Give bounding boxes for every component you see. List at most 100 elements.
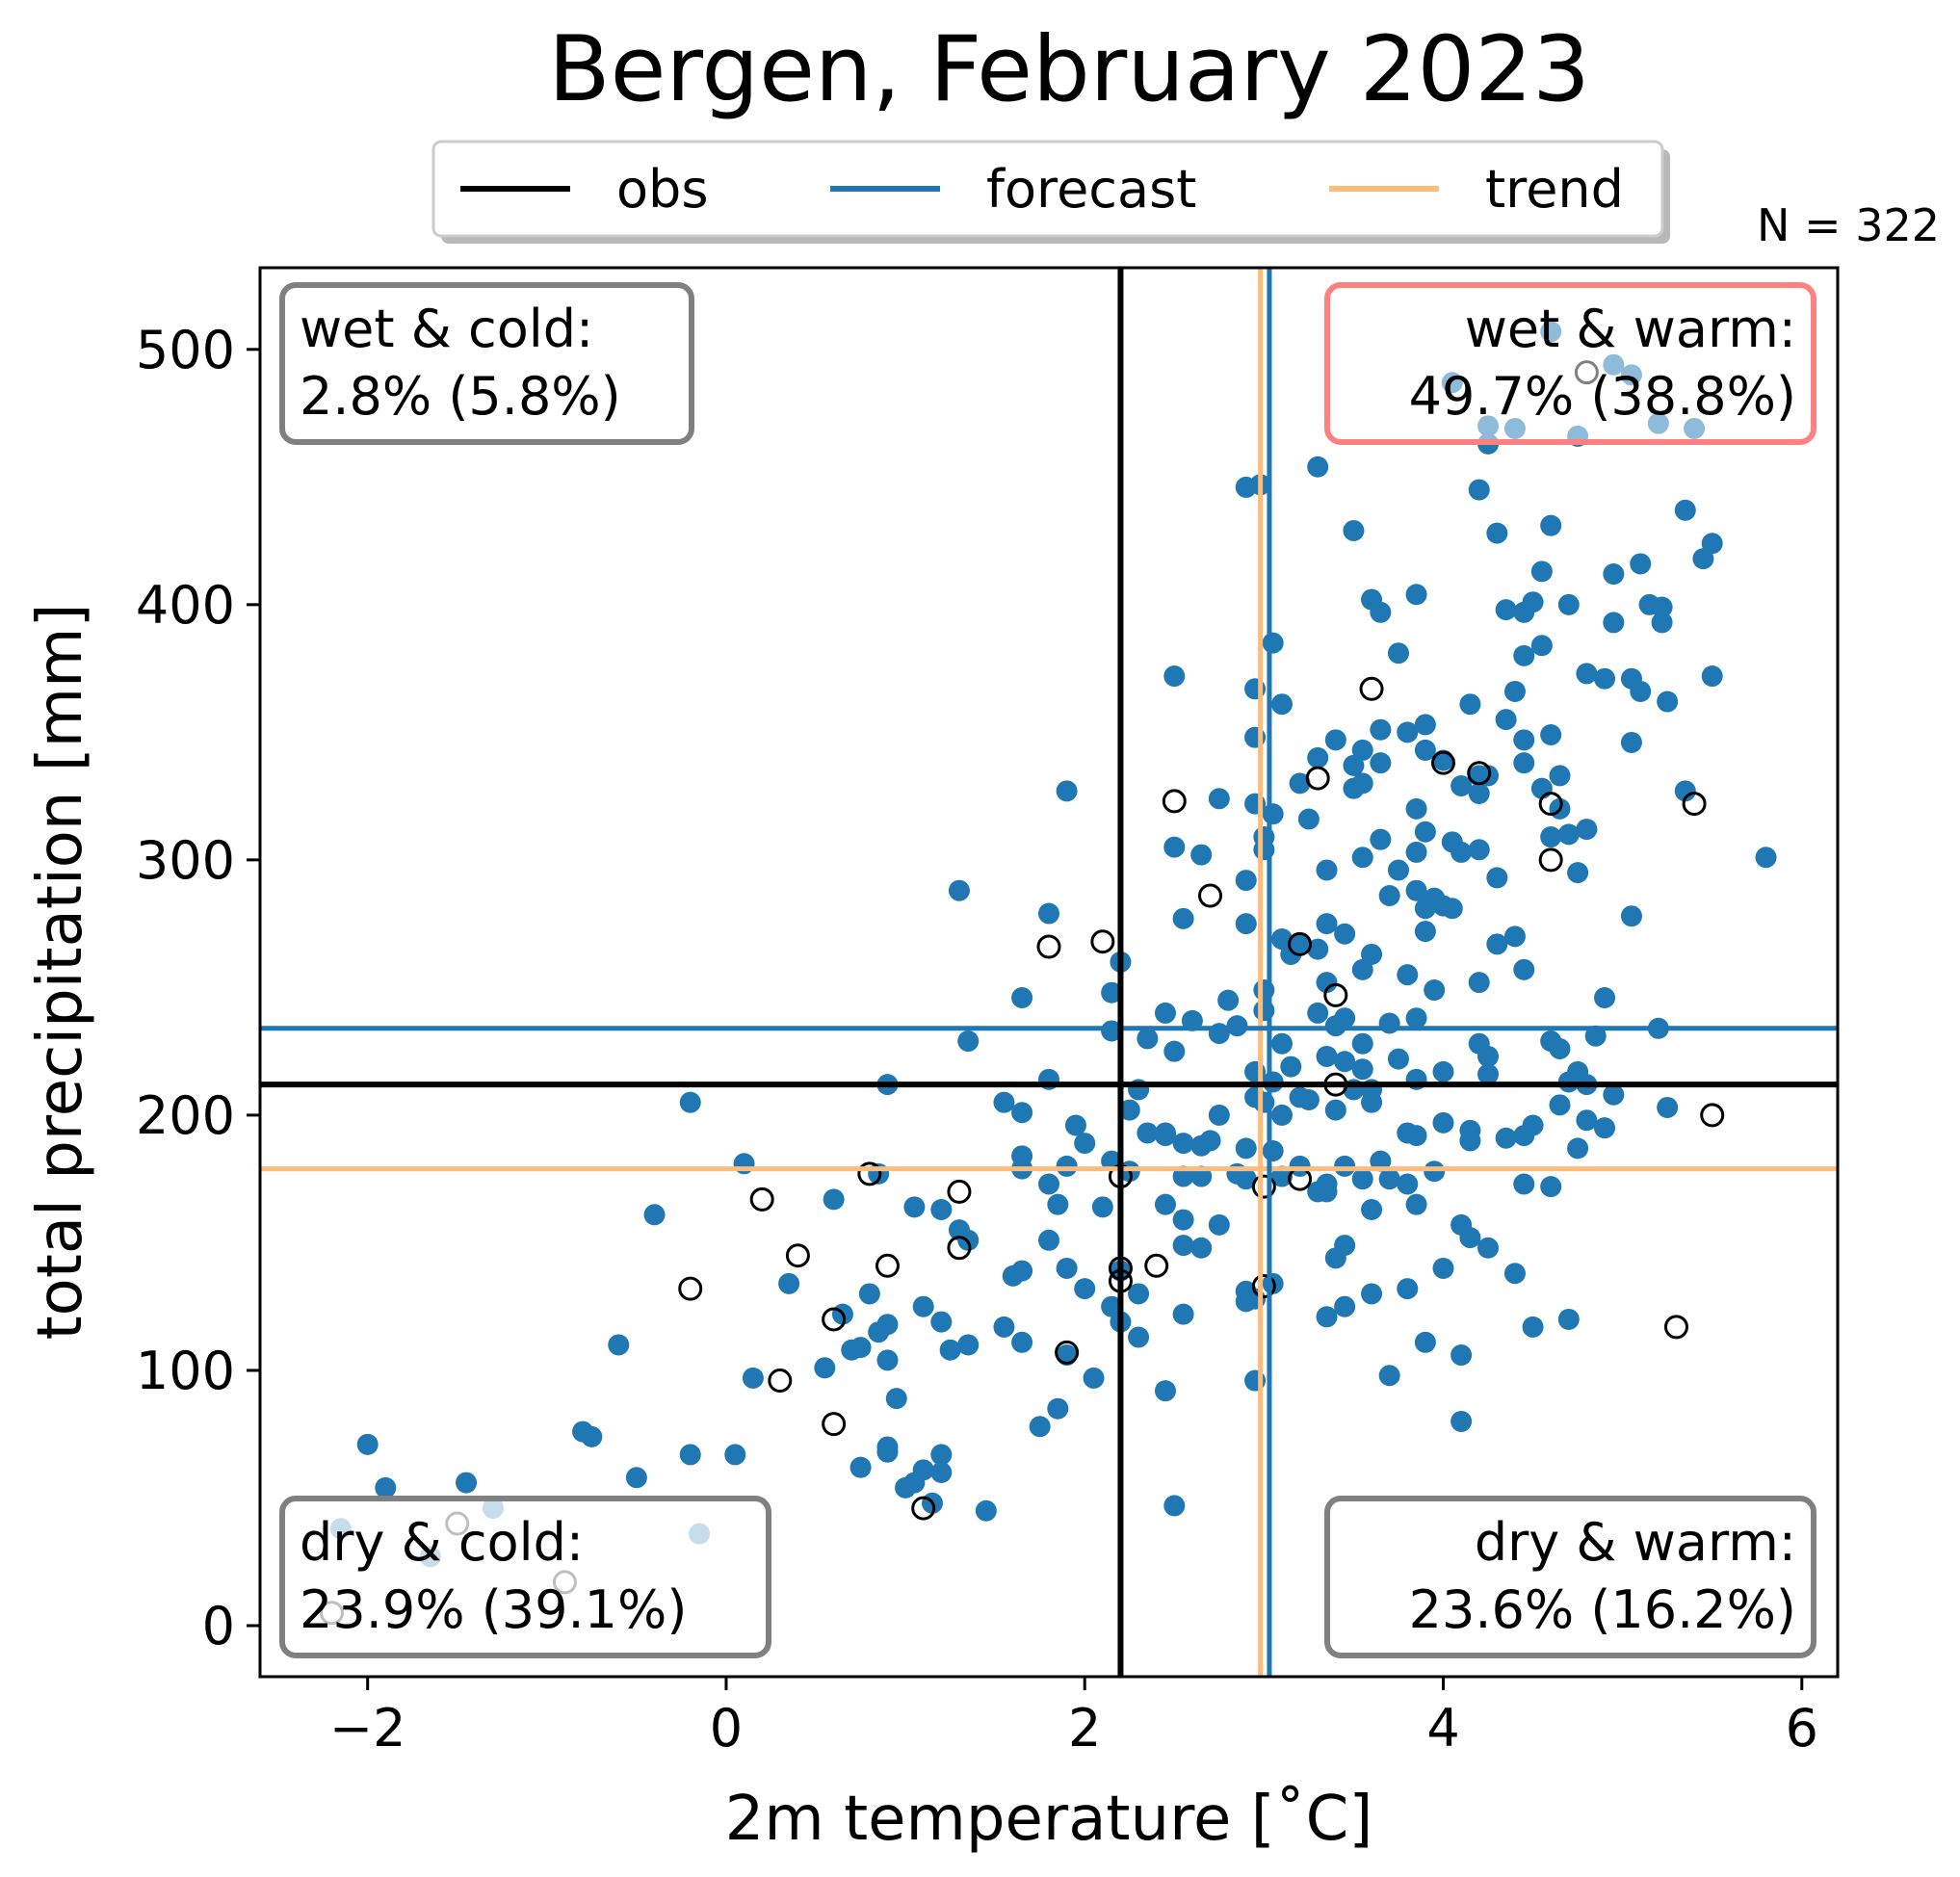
forecast-point <box>975 1499 997 1522</box>
sample-count-label: N = 322 <box>1757 199 1940 251</box>
forecast-point <box>1503 680 1526 702</box>
y-axis-label: total precipitation [mm] <box>25 604 96 1341</box>
forecast-point <box>1208 1213 1230 1236</box>
forecast-point <box>1351 847 1373 869</box>
forecast-point <box>957 1030 980 1053</box>
quadrant-percent-top-left: 2.8% (5.8%) <box>300 366 621 427</box>
forecast-point <box>1351 1168 1373 1190</box>
forecast-point <box>1603 1083 1625 1106</box>
forecast-point <box>375 1476 397 1499</box>
y-tick-label: 500 <box>136 320 235 380</box>
forecast-point <box>1343 754 1365 776</box>
x-tick-label: 0 <box>710 1698 743 1759</box>
forecast-point <box>1324 1247 1346 1269</box>
legend: obs forecast trend <box>431 140 1670 244</box>
forecast-point <box>1334 1295 1356 1317</box>
forecast-point <box>1056 1155 1078 1177</box>
forecast-point <box>823 1188 845 1211</box>
forecast-point <box>1468 972 1490 994</box>
forecast-point <box>1549 1038 1571 1060</box>
forecast-point <box>1361 1091 1383 1113</box>
obs-point <box>768 1369 793 1394</box>
forecast-point <box>1549 765 1571 787</box>
forecast-point <box>1576 1109 1598 1132</box>
forecast-point <box>1513 729 1535 751</box>
forecast-point <box>1387 859 1409 881</box>
forecast-point <box>930 1461 953 1483</box>
forecast-point <box>1576 663 1598 685</box>
forecast-point <box>1387 642 1409 665</box>
forecast-point <box>1459 693 1481 716</box>
forecast-point <box>1316 1045 1338 1067</box>
forecast-point <box>1351 772 1373 795</box>
forecast-point <box>885 1388 907 1410</box>
forecast-point <box>1235 1290 1257 1313</box>
forecast-point <box>1361 943 1383 965</box>
forecast-point <box>849 1456 872 1478</box>
obs-point <box>1431 750 1455 775</box>
forecast-point <box>1163 836 1186 858</box>
obs-point <box>822 1412 847 1437</box>
forecast-point <box>1701 533 1723 555</box>
forecast-point <box>1513 644 1535 666</box>
forecast-point <box>1324 729 1346 751</box>
obs-point <box>1663 1315 1688 1340</box>
forecast-point <box>608 1334 630 1356</box>
forecast-point <box>1128 1326 1150 1348</box>
y-tick-label: 300 <box>136 830 235 891</box>
legend-label-trend: trend <box>1485 159 1624 220</box>
forecast-point <box>1674 780 1696 802</box>
quadrant-label-bottom-left: dry & cold: <box>300 1512 584 1573</box>
quadrant-box-top-right <box>1324 282 1816 445</box>
forecast-point <box>1486 933 1508 955</box>
forecast-point <box>1603 612 1625 634</box>
y-tick-label: 200 <box>136 1085 235 1146</box>
quadrant-box-bottom-left <box>279 1496 771 1658</box>
x-tick-label: 4 <box>1426 1698 1459 1759</box>
forecast-point <box>1297 1089 1320 1111</box>
forecast-point <box>1289 1155 1311 1177</box>
forecast-point <box>1334 923 1356 945</box>
forecast-point <box>1262 803 1284 825</box>
y-tick-label: 100 <box>136 1341 235 1401</box>
forecast-point <box>1101 1020 1123 1042</box>
obs-point <box>1323 982 1348 1007</box>
forecast-point <box>1450 841 1473 863</box>
forecast-point <box>1495 599 1517 621</box>
forecast-point <box>1441 898 1463 920</box>
obs-point <box>1055 1340 1080 1365</box>
forecast-point <box>1405 797 1427 820</box>
forecast-point <box>1280 943 1302 965</box>
forecast-point <box>1414 714 1436 736</box>
obs-point <box>1288 931 1313 956</box>
forecast-point <box>1540 1176 1562 1198</box>
forecast-point <box>1432 1060 1454 1082</box>
forecast-point <box>1011 1260 1033 1282</box>
forecast-point <box>1163 665 1186 688</box>
forecast-point <box>1630 680 1652 702</box>
forecast-point <box>1361 1198 1383 1220</box>
forecast-point <box>1038 1229 1059 1251</box>
forecast-point <box>1486 522 1508 544</box>
forecast-point <box>1414 821 1436 843</box>
forecast-point <box>1351 739 1373 761</box>
forecast-point <box>356 1433 379 1455</box>
forecast-point <box>1620 905 1642 927</box>
forecast-point <box>1343 519 1365 541</box>
x-tick-label: 2 <box>1068 1698 1101 1759</box>
forecast-point <box>876 1349 899 1371</box>
forecast-point <box>1414 1331 1436 1353</box>
forecast-point <box>1477 1063 1500 1085</box>
forecast-point <box>1459 1130 1481 1152</box>
forecast-point <box>1056 780 1078 802</box>
forecast-point <box>1270 693 1293 716</box>
forecast-point <box>1190 844 1213 866</box>
forecast-point <box>1540 514 1562 536</box>
obs-point <box>857 1161 882 1186</box>
forecast-point <box>1503 925 1526 948</box>
forecast-point <box>1289 772 1311 795</box>
forecast-point <box>1208 788 1230 810</box>
reference-lines <box>260 268 1838 1677</box>
forecast-point <box>1262 1140 1284 1162</box>
obs-point <box>1198 883 1223 908</box>
